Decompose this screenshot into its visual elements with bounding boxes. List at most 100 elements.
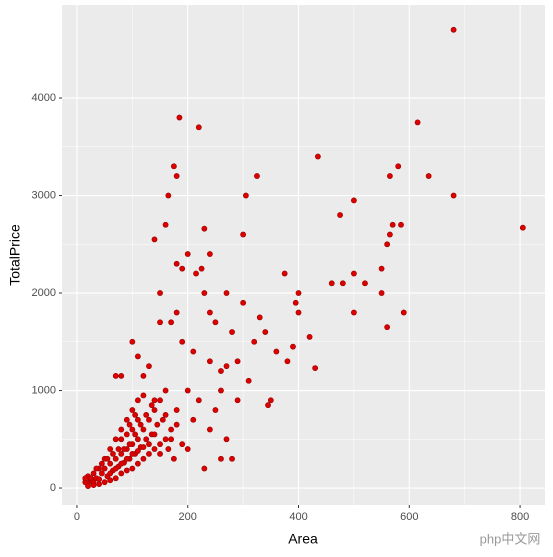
point [206,426,213,433]
point [400,309,407,316]
point [168,436,175,443]
point [126,441,133,448]
point [151,397,158,404]
point [173,421,180,428]
point [140,444,147,450]
point [96,476,103,483]
point [118,436,125,443]
x-tick-label: 0 [74,511,80,523]
point [384,241,391,248]
point [148,402,155,409]
point [146,416,152,423]
point [118,460,125,467]
point [218,387,224,394]
point [123,416,130,423]
point [184,446,191,452]
point [201,225,208,232]
point [201,465,208,472]
point [229,329,235,335]
x-tick-label: 600 [400,511,418,523]
point [339,280,346,287]
point [262,329,269,335]
point [251,338,258,345]
point [96,481,103,488]
point [229,455,235,462]
point [290,343,296,350]
x-tick-label: 200 [179,511,197,523]
point [134,416,141,423]
point [140,426,147,433]
point [98,460,105,467]
point [206,309,213,316]
point [146,451,152,457]
point [165,446,172,452]
y-tick-label: 1000 [32,384,56,396]
point [159,416,166,423]
point [162,412,169,418]
y-tick-label: 3000 [32,189,56,201]
point [387,173,393,179]
point [265,402,271,409]
point [378,265,385,272]
point [295,309,302,316]
point [179,338,186,345]
point [295,290,302,296]
point [129,407,136,413]
point [223,363,230,370]
point [118,470,125,477]
point [140,455,147,462]
point [254,173,260,179]
x-tick-label: 800 [511,511,529,523]
point [387,231,393,238]
point [132,431,139,438]
point [176,114,183,121]
watermark: php中文网 [480,531,541,546]
point [170,163,177,170]
point [212,319,219,326]
point [157,451,163,457]
x-tick-label: 400 [289,511,307,523]
point [173,260,180,267]
point [425,173,432,179]
point [107,460,114,467]
point [121,446,127,452]
point [173,173,180,179]
point [218,455,224,462]
point [110,451,116,457]
point [107,446,114,452]
point [115,446,122,452]
point [154,421,161,428]
point [85,483,91,489]
point [118,373,125,379]
point [206,358,213,365]
point [234,358,241,365]
point [190,348,197,355]
point [129,451,136,457]
point [218,368,224,374]
point [118,451,125,457]
point [82,475,89,482]
point [168,426,175,433]
point [146,441,152,448]
point [198,265,205,272]
point [123,467,130,474]
point [450,192,457,199]
point [123,431,130,438]
y-tick-label: 2000 [32,287,56,299]
point [384,324,391,331]
point [151,236,158,243]
point [162,436,169,443]
y-tick-label: 4000 [32,92,56,104]
point [126,421,133,428]
point [112,465,119,472]
point [90,470,97,477]
point [267,397,274,404]
point [104,455,111,462]
point [450,26,457,33]
point [242,192,249,199]
point [112,475,119,482]
point [212,407,219,413]
point [351,309,357,316]
point [101,479,108,486]
